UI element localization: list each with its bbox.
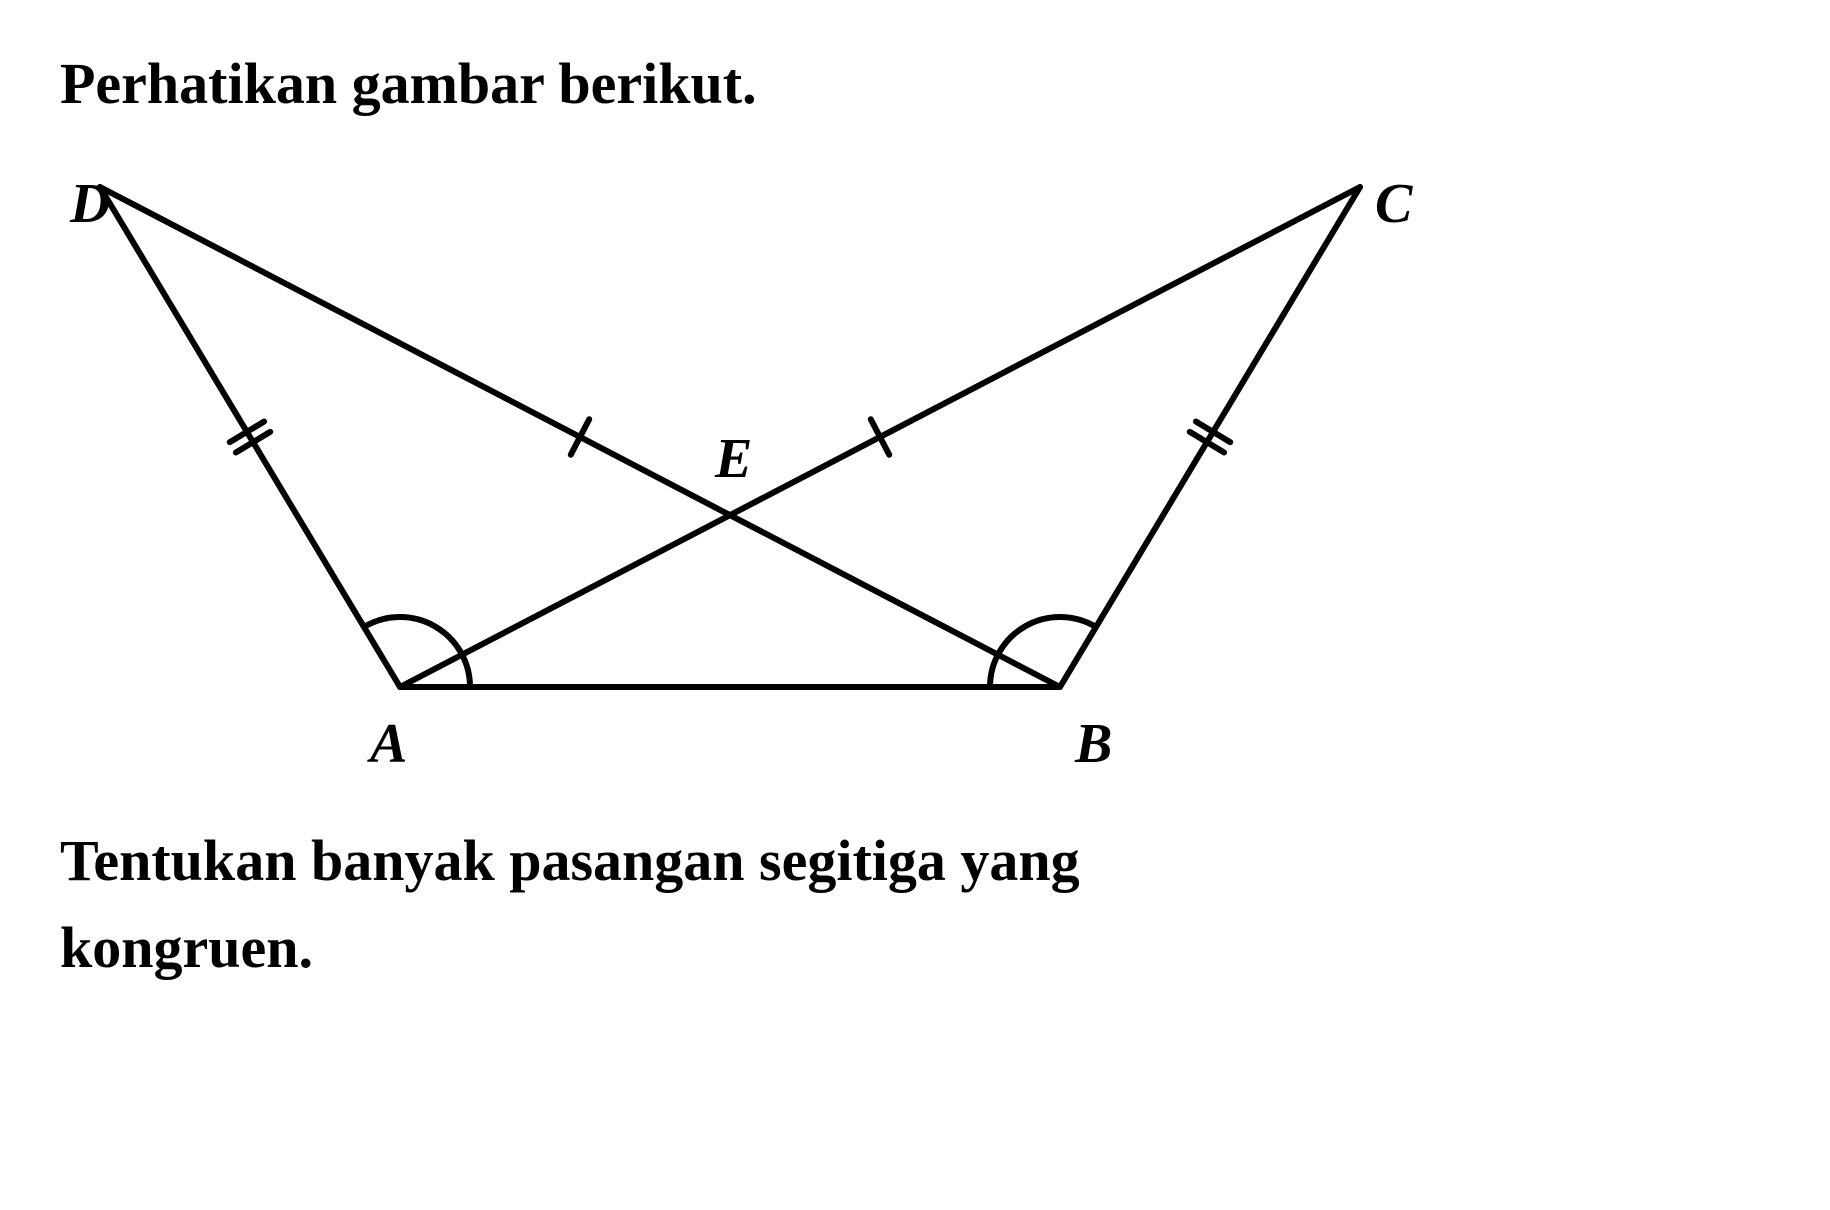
diagram-svg <box>60 147 1460 787</box>
question-line-1: Tentukan banyak pasangan segitiga yang <box>60 817 1770 904</box>
vertex-label-E: E <box>715 427 752 491</box>
vertex-label-A: A <box>370 712 407 776</box>
vertex-label-C: C <box>1375 172 1412 236</box>
question-line-2: kongruen. <box>60 904 1770 991</box>
geometry-diagram: D C A B E <box>60 147 1460 787</box>
vertex-label-B: B <box>1075 712 1112 776</box>
heading-text: Perhatikan gambar berikut. <box>60 40 1770 127</box>
vertex-label-D: D <box>70 172 110 236</box>
